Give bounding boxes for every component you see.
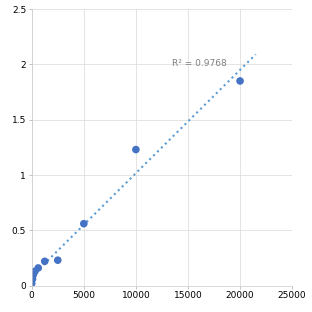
Point: [81, 221, 86, 226]
Point: [237, 79, 242, 84]
Point: [30, 276, 35, 281]
Point: [42, 259, 47, 264]
Point: [55, 258, 60, 263]
Point: [31, 272, 36, 277]
Point: [32, 269, 37, 274]
Point: [29, 281, 34, 286]
Point: [134, 147, 139, 152]
Text: R² = 0.9768: R² = 0.9768: [172, 59, 227, 68]
Point: [36, 266, 41, 271]
